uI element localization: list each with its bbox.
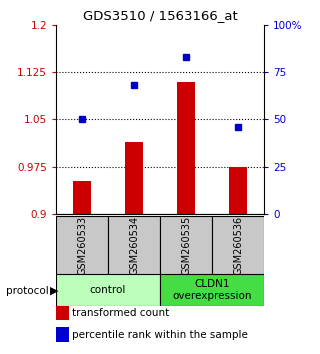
Text: GSM260535: GSM260535 bbox=[181, 216, 191, 275]
Text: GSM260534: GSM260534 bbox=[129, 216, 139, 275]
Bar bbox=[177, 81, 195, 214]
Bar bbox=[73, 181, 91, 214]
Bar bbox=[108, 216, 160, 274]
Bar bbox=[56, 216, 108, 274]
Text: ▶: ▶ bbox=[50, 286, 58, 296]
Text: protocol: protocol bbox=[6, 286, 49, 296]
Text: GSM260536: GSM260536 bbox=[233, 216, 243, 275]
Text: CLDN1
overexpression: CLDN1 overexpression bbox=[172, 279, 252, 301]
Bar bbox=[125, 142, 143, 214]
Text: transformed count: transformed count bbox=[72, 308, 169, 318]
Bar bbox=[160, 274, 264, 306]
Text: GSM260533: GSM260533 bbox=[77, 216, 87, 275]
Title: GDS3510 / 1563166_at: GDS3510 / 1563166_at bbox=[83, 9, 237, 22]
Bar bbox=[56, 274, 160, 306]
Bar bbox=[212, 216, 264, 274]
Bar bbox=[160, 216, 212, 274]
Bar bbox=[229, 167, 247, 214]
Text: control: control bbox=[90, 285, 126, 295]
Text: percentile rank within the sample: percentile rank within the sample bbox=[72, 330, 248, 339]
